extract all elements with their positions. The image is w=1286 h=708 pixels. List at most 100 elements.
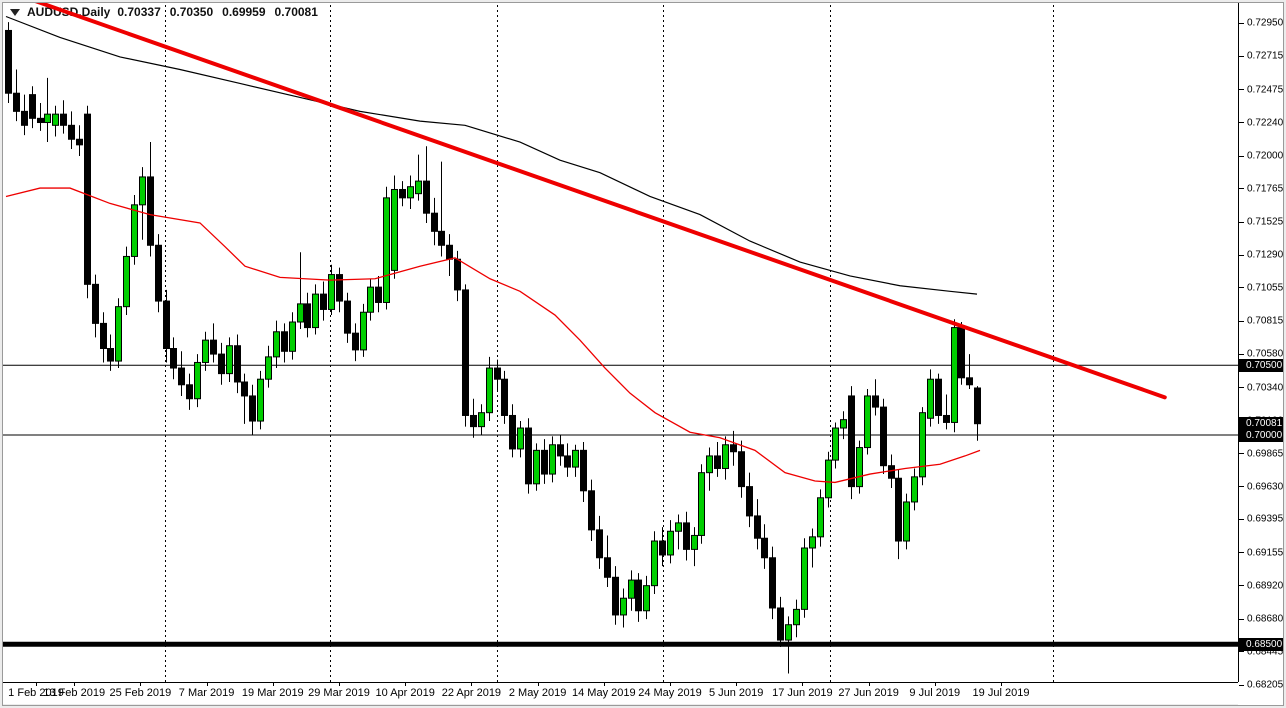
candle-down xyxy=(13,92,20,112)
y-axis-tick xyxy=(1239,155,1244,157)
candle-up xyxy=(533,449,540,485)
candle-down xyxy=(761,537,768,559)
x-axis-tick xyxy=(802,682,804,686)
x-axis-label: 2 May 2019 xyxy=(508,687,567,699)
candle-down xyxy=(344,300,351,334)
candle-up xyxy=(44,113,51,124)
candle-down xyxy=(612,576,619,616)
y-axis-tick xyxy=(1239,552,1244,554)
symbol-dropdown-icon[interactable] xyxy=(10,8,20,16)
candle-down xyxy=(509,414,516,450)
candle-up xyxy=(52,113,59,126)
candle-down xyxy=(29,94,36,119)
candle-up xyxy=(809,536,816,549)
x-axis-label: 22 Apr 2019 xyxy=(441,687,502,699)
candle-up xyxy=(825,459,832,499)
quote-values: 0.70337 0.70350 0.69959 0.70081 xyxy=(117,5,318,19)
candle-down xyxy=(92,283,99,324)
candle-down xyxy=(588,490,595,531)
y-axis-tick xyxy=(1239,55,1244,57)
candle-down xyxy=(107,348,114,362)
x-axis-label: 29 Mar 2019 xyxy=(308,687,370,699)
candle-down xyxy=(494,367,501,380)
y-axis-label: 0.70340 xyxy=(1247,382,1284,394)
candle-up xyxy=(131,204,138,257)
price-level-badge: 0.70000 xyxy=(1239,428,1285,442)
y-axis-label: 0.72240 xyxy=(1247,117,1284,129)
candle-up xyxy=(273,331,280,358)
candle-up xyxy=(297,303,304,323)
candle-up xyxy=(651,540,658,587)
y-axis-tick xyxy=(1239,22,1244,24)
candle-down xyxy=(596,529,603,559)
candle-down xyxy=(974,387,981,425)
current-price-badge: 0.70081 xyxy=(1239,417,1285,431)
candle-down xyxy=(241,381,248,397)
y-axis-label: 0.71765 xyxy=(1247,183,1284,195)
candle-down xyxy=(21,110,28,126)
y-axis-tick xyxy=(1239,387,1244,389)
y-axis-label: 0.69865 xyxy=(1247,448,1284,460)
candle-up xyxy=(698,472,705,536)
time-axis[interactable]: 1 Feb 2019 13 Feb 2019 25 Feb 2019 7 Mar 20… xyxy=(0,682,1286,708)
quote-close: 0.70081 xyxy=(274,5,318,19)
x-axis-tick xyxy=(471,682,473,686)
y-axis-tick xyxy=(1239,585,1244,587)
candle-down xyxy=(5,29,12,94)
y-axis-tick xyxy=(1239,486,1244,488)
candle-up xyxy=(202,339,209,363)
x-axis-tick xyxy=(74,682,76,686)
candle-up xyxy=(257,378,264,422)
candle-up xyxy=(919,412,926,478)
candle-down xyxy=(68,124,75,140)
candle-down xyxy=(754,515,761,539)
candle-up xyxy=(549,444,556,475)
candle-up xyxy=(667,530,674,556)
candle-up xyxy=(265,356,272,380)
candle-up xyxy=(840,419,847,429)
candle-up xyxy=(817,497,824,538)
candle-up xyxy=(722,444,729,469)
candle-up xyxy=(407,186,414,199)
y-axis-tick xyxy=(1239,684,1244,686)
candle-down xyxy=(218,353,225,375)
candle-down xyxy=(423,180,430,214)
candle-down xyxy=(60,113,67,126)
y-axis-label: 0.71055 xyxy=(1247,282,1284,294)
candle-down xyxy=(100,322,107,350)
y-axis-label: 0.72950 xyxy=(1247,17,1284,29)
y-axis-label: 0.69630 xyxy=(1247,481,1284,493)
x-axis-tick xyxy=(603,682,605,686)
x-axis-label: 7 Mar 2019 xyxy=(178,687,235,699)
candle-down xyxy=(470,414,477,428)
candle-up xyxy=(951,327,958,423)
candle-up xyxy=(785,624,792,641)
candle-up xyxy=(415,180,422,195)
candle-down xyxy=(683,522,690,550)
candle-down xyxy=(37,117,44,124)
candle-up xyxy=(328,274,335,310)
x-axis-label: 5 Jun 2019 xyxy=(708,687,764,699)
candle-down xyxy=(281,331,288,352)
chart-header: AUDUSD,Daily 0.70337 0.70350 0.69959 0.7… xyxy=(10,5,318,19)
y-axis-tick xyxy=(1239,89,1244,91)
candle-up xyxy=(832,427,839,461)
candle-up xyxy=(643,585,650,612)
candle-down xyxy=(848,395,855,488)
candle-down xyxy=(178,367,185,386)
y-axis-label: 0.68445 xyxy=(1247,646,1284,658)
candlestick-chart-canvas[interactable] xyxy=(0,0,1238,682)
candle-down xyxy=(895,477,902,542)
x-axis-tick xyxy=(36,682,37,686)
price-chart-plot[interactable]: AUDUSD,Daily 0.70337 0.70350 0.69959 0.7… xyxy=(0,0,1238,682)
price-axis[interactable]: 0.72950 0.72715 0.72475 0.72240 0.72000 0.717… xyxy=(1238,0,1286,708)
y-axis-tick xyxy=(1239,320,1244,322)
x-axis-label: 19 Jul 2019 xyxy=(972,687,1030,699)
y-axis-tick xyxy=(1239,651,1244,653)
x-axis-tick xyxy=(1001,682,1002,686)
candle-down xyxy=(76,138,83,146)
candle-down xyxy=(234,345,241,383)
y-axis-tick xyxy=(1239,353,1244,355)
candle-up xyxy=(793,608,800,626)
